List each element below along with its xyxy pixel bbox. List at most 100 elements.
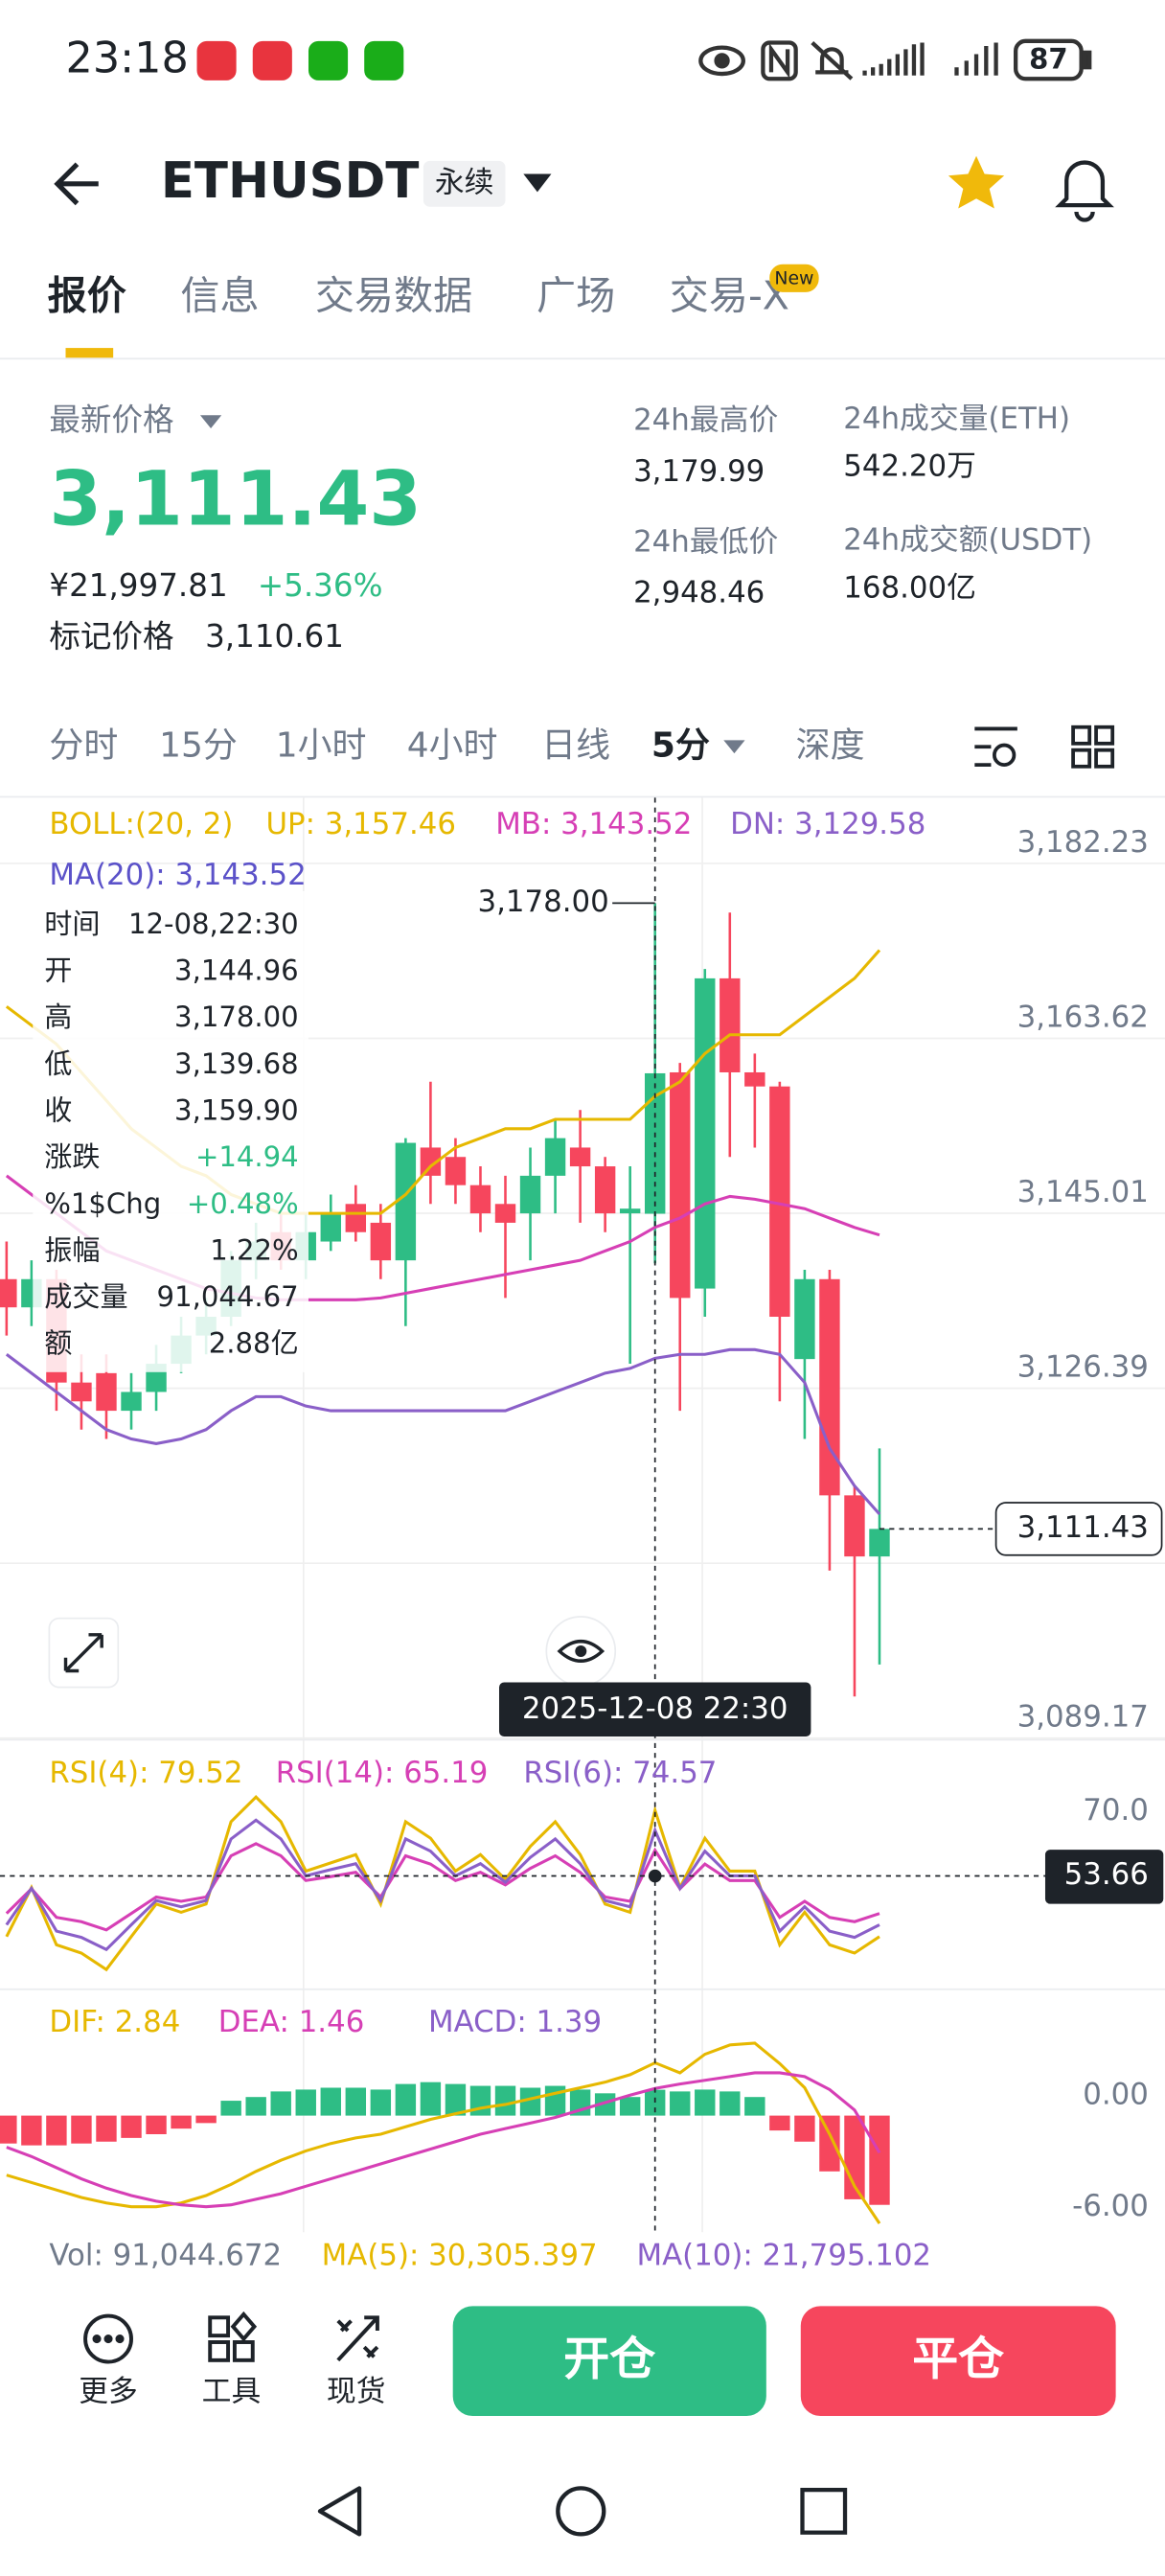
layout-button[interactable]	[1071, 724, 1115, 769]
legend-entry: RSI(6): 74.57	[523, 1756, 717, 1790]
y-tick-label: 3,126.39	[1017, 1350, 1149, 1385]
nav-recent[interactable]	[800, 2487, 848, 2535]
interval[interactable]: 4小时	[407, 725, 498, 765]
macd-bar	[395, 2083, 417, 2116]
macd-bar	[644, 2089, 666, 2116]
tab[interactable]: 交易数据	[315, 273, 472, 319]
candle-body	[71, 1382, 92, 1402]
legend-entry: DN: 3,129.58	[730, 807, 925, 841]
candle-body	[670, 1071, 691, 1299]
open-button[interactable]	[452, 2306, 766, 2417]
last-price-box	[994, 1502, 1163, 1556]
toolbar-label[interactable]: 现货	[327, 2375, 386, 2409]
tooltip-value: 3,159.90	[174, 1094, 299, 1127]
macd-bar	[295, 2089, 316, 2116]
candle-body	[320, 1213, 341, 1242]
tooltip-value: 12-08,22:30	[128, 908, 299, 940]
cursor-value: 53.66	[1064, 1857, 1149, 1892]
candle-body	[794, 1278, 815, 1360]
contract-badge	[423, 160, 506, 207]
candle-body	[519, 1175, 541, 1214]
plot	[0, 862, 1165, 2224]
stat-label: 24h成交额(USDT)	[843, 523, 1092, 558]
eye-icon	[557, 1639, 605, 1663]
indicator-settings[interactable]	[974, 726, 1017, 767]
cny-price: ¥21,997.81	[49, 567, 227, 604]
tab-indicator	[65, 348, 114, 358]
spot-icon[interactable]	[336, 2315, 379, 2362]
candle-body	[744, 1071, 765, 1087]
status-time: 23:18	[66, 34, 189, 82]
new-badge	[769, 264, 819, 292]
interval[interactable]: 分时	[49, 725, 118, 765]
close-button[interactable]	[800, 2306, 1116, 2417]
tooltip-label: 低	[44, 1047, 72, 1080]
macd-bar	[720, 2091, 741, 2116]
open-button-label[interactable]: 开仓	[563, 2333, 655, 2386]
tab[interactable]: 广场	[537, 273, 615, 319]
tab[interactable]: 信息	[180, 273, 259, 319]
back-button[interactable]	[54, 162, 99, 206]
macd-bar	[670, 2091, 691, 2116]
nav-back[interactable]	[317, 2486, 362, 2537]
macd-bar	[494, 2085, 516, 2116]
tab[interactable]: 报价	[48, 273, 126, 319]
tooltip-value: 2.88亿	[209, 1327, 299, 1360]
y-tick-label: 0.00	[1083, 2078, 1149, 2112]
interval-dropdown[interactable]	[723, 740, 745, 754]
tab[interactable]: 交易-X	[670, 273, 789, 319]
indicator-label: MA(20): 3,143.52	[49, 858, 306, 892]
tooltip-value: 1.22%	[210, 1233, 298, 1266]
candle-body	[469, 1184, 491, 1214]
candle-body	[420, 1147, 442, 1176]
y-tick-label: 3,089.17	[1017, 1700, 1149, 1735]
indicator-line	[5, 1794, 880, 1972]
tooltip-value: +14.94	[195, 1140, 299, 1173]
tooltip-value: 91,044.67	[157, 1280, 299, 1313]
candle-body	[869, 1529, 890, 1557]
macd-bar	[819, 2115, 840, 2172]
toolbar-label[interactable]: 更多	[79, 2375, 138, 2409]
overlay: 3,182.233,163.623,145.013,126.393,107.78…	[0, 797, 1164, 2233]
macd-bar	[171, 2115, 192, 2129]
volume-label: Vol: 91,044.672	[49, 2238, 282, 2272]
tooltip-label: 收	[44, 1094, 72, 1127]
candle-body	[819, 1278, 840, 1496]
macd-bar	[594, 2093, 616, 2116]
tools-icon[interactable]	[208, 2311, 258, 2362]
indicator-line	[5, 1818, 880, 1952]
indicator-line	[5, 1347, 881, 1516]
toolbar-label[interactable]: 工具	[202, 2375, 262, 2409]
interval[interactable]: 日线	[541, 725, 610, 765]
volume-ma5: MA(5): 30,305.397	[322, 2238, 598, 2272]
price-type-dropdown[interactable]	[199, 415, 222, 429]
interval[interactable]: 5分	[651, 725, 710, 765]
eye-pupil	[575, 1644, 587, 1657]
nav-home[interactable]	[556, 2486, 606, 2537]
candle-body	[619, 1208, 641, 1214]
macd-bar	[769, 2115, 790, 2131]
close-button-label[interactable]: 平仓	[912, 2333, 1004, 2386]
last-price-label: 3,111.43	[1017, 1510, 1149, 1545]
more-icon[interactable]	[83, 2313, 133, 2364]
stat-label: 24h成交量(ETH)	[843, 402, 1070, 436]
macd-bar	[195, 2115, 217, 2124]
interval[interactable]: 15分	[159, 725, 238, 765]
legend-entry: RSI(14): 65.19	[276, 1756, 489, 1790]
tooltip-label: 额	[44, 1327, 72, 1360]
macd-bar	[270, 2091, 291, 2116]
crosshair-dot	[648, 1869, 662, 1883]
legend-entry: MB: 3,143.52	[495, 807, 692, 841]
symbol-dropdown[interactable]	[523, 173, 552, 193]
candle-body	[121, 1392, 142, 1412]
interval[interactable]: 1小时	[276, 725, 367, 765]
macd-bar	[0, 2115, 17, 2144]
favorite-star[interactable]	[948, 155, 1005, 209]
candle-body	[96, 1372, 117, 1412]
alert-bell[interactable]	[1055, 160, 1114, 222]
candle-body	[544, 1138, 566, 1176]
new-badge-text: New	[774, 269, 813, 289]
stat-value: 2,948.46	[633, 575, 765, 610]
interval[interactable]: 深度	[796, 725, 865, 765]
